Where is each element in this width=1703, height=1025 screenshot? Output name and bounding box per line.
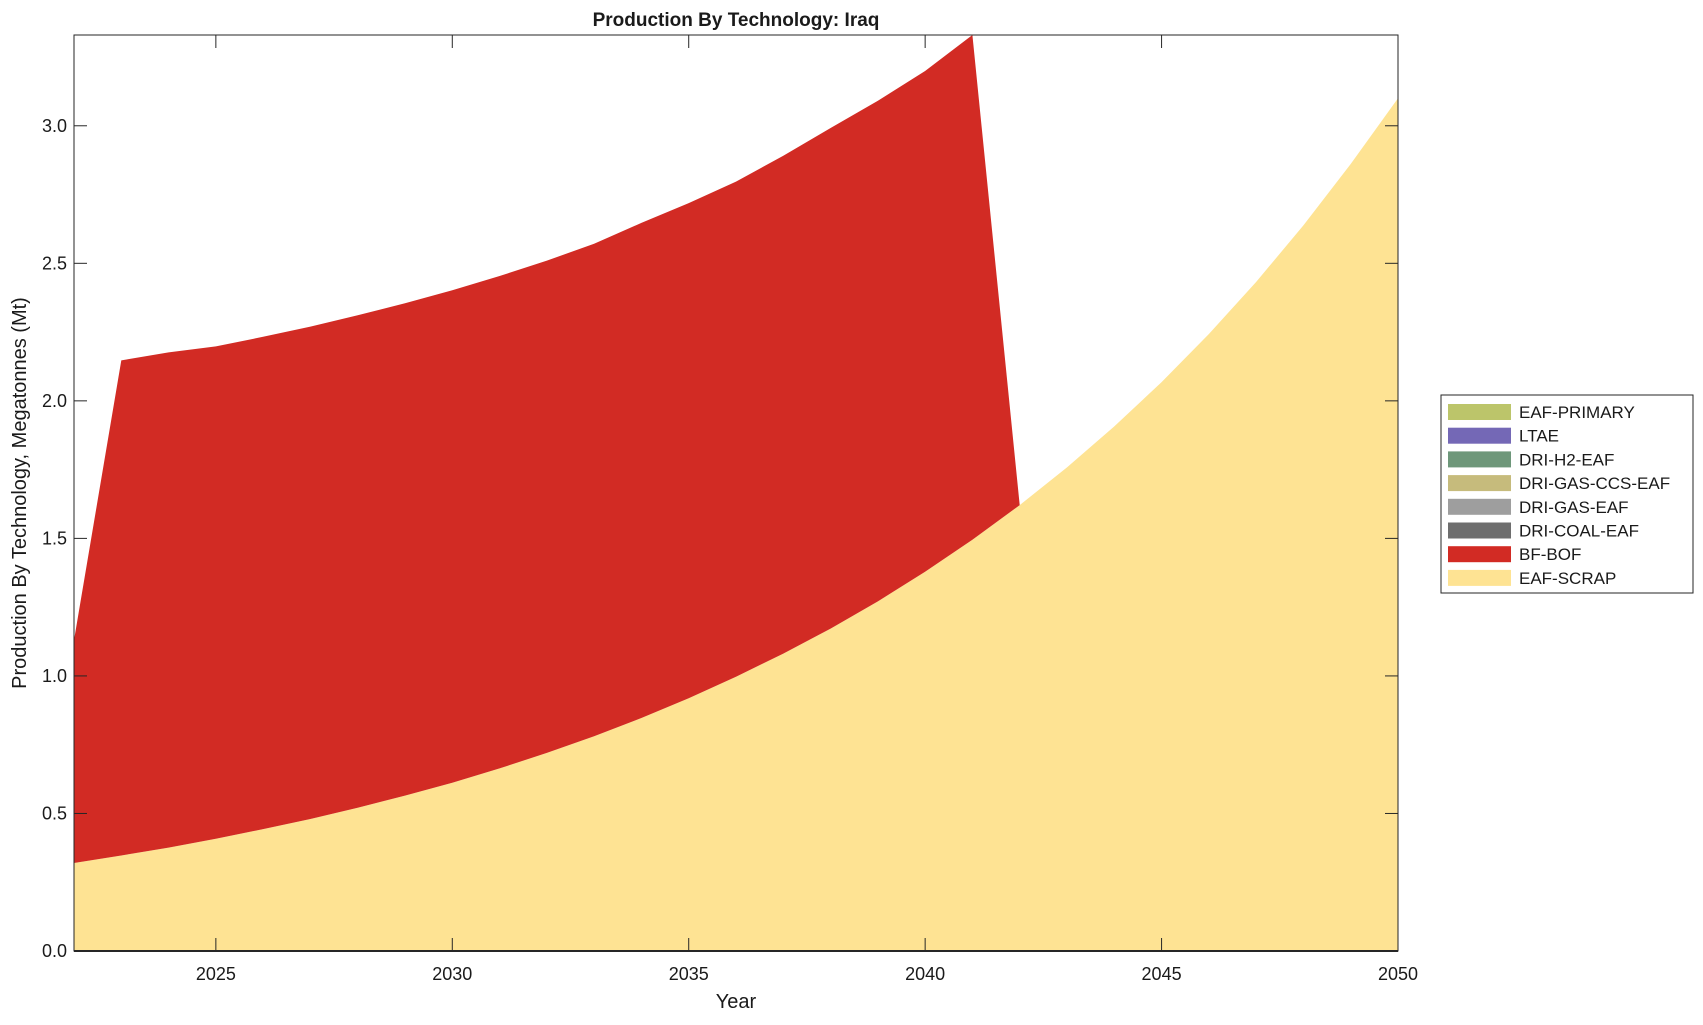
legend-swatch (1448, 522, 1511, 539)
x-tick-label: 2040 (905, 964, 945, 984)
y-tick-label: 1.0 (42, 666, 67, 686)
y-tick-label: 1.5 (42, 528, 67, 548)
legend-item-ltae: LTAE (1448, 427, 1559, 446)
y-tick-label: 2.5 (42, 253, 67, 273)
legend-label: BF-BOF (1519, 545, 1581, 564)
chart-title: Production By Technology: Iraq (593, 10, 880, 31)
y-tick-label: 0.0 (42, 941, 67, 961)
x-tick-label: 2030 (432, 964, 472, 984)
legend-swatch (1448, 451, 1511, 468)
x-tick-label: 2035 (669, 964, 709, 984)
legend-swatch (1448, 546, 1511, 563)
legend-swatch (1448, 427, 1511, 444)
legend-label: EAF-PRIMARY (1519, 403, 1635, 422)
y-tick-label: 0.5 (42, 803, 67, 823)
legend-item-dri-gas-eaf: DRI-GAS-EAF (1448, 498, 1629, 517)
legend-label: DRI-GAS-CCS-EAF (1519, 474, 1670, 493)
legend-label: LTAE (1519, 427, 1559, 446)
y-axis-label: Production By Technology, Megatonnes (Mt… (9, 297, 31, 689)
legend-label: DRI-GAS-EAF (1519, 498, 1629, 517)
area-layers (74, 35, 1398, 952)
x-tick-label: 2045 (1142, 964, 1182, 984)
legend-item-dri-h2-eaf: DRI-H2-EAF (1448, 450, 1614, 469)
x-axis-label: Year (716, 991, 757, 1013)
x-tick-label: 2025 (196, 964, 236, 984)
legend-label: DRI-H2-EAF (1519, 450, 1614, 469)
legend-item-eaf-primary: EAF-PRIMARY (1448, 403, 1635, 422)
legend-label: DRI-COAL-EAF (1519, 522, 1639, 541)
legend-swatch (1448, 475, 1511, 492)
axes: 2025 2030 2035 2040 2045 2050 0.0 0.5 1.0 1.5 2.0 2… (42, 34, 1418, 984)
x-tick-label: 2050 (1378, 964, 1418, 984)
legend: EAF-PRIMARY LTAE DRI-H2-EAF DRI-GAS-CCS-EAF… (1440, 394, 1694, 594)
area-bf-bof (74, 35, 1398, 863)
legend-item-eaf-scrap: EAF-SCRAP (1448, 569, 1616, 588)
legend-item-bf-bof: BF-BOF (1448, 545, 1581, 564)
legend-item-dri-gas-ccs-eaf: DRI-GAS-CCS-EAF (1448, 474, 1670, 493)
y-tick-label: 2.0 (42, 391, 67, 411)
legend-label: EAF-SCRAP (1519, 569, 1616, 588)
y-tick-label: 3.0 (42, 116, 67, 136)
legend-swatch (1448, 569, 1511, 586)
legend-swatch (1448, 498, 1511, 515)
area-eaf-scrap (74, 98, 1398, 952)
legend-item-dri-coal-eaf: DRI-COAL-EAF (1448, 522, 1639, 541)
legend-swatch (1448, 404, 1511, 420)
